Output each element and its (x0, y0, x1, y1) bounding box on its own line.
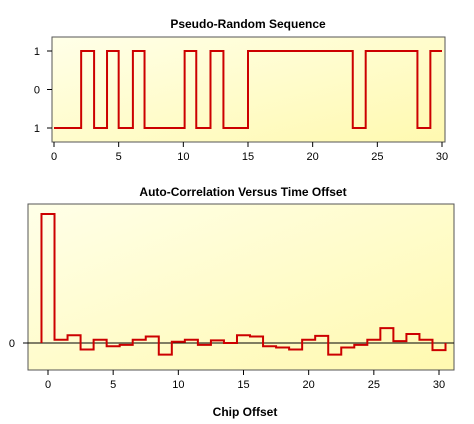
chart-bottom-y-ticks: 0 (9, 338, 28, 350)
x-tick-label: 15 (237, 379, 249, 391)
x-tick-label: 25 (371, 151, 383, 163)
chart-top-y-ticks: 1 0 1 (34, 46, 52, 135)
chart-top: Pseudo-Random Sequence 101 0 5 10 15 20 25 30 (34, 17, 448, 163)
y-tick-label: 0 (34, 85, 40, 97)
chart-bottom-x-ticks: 0 5 10 15 20 25 30 (45, 370, 445, 391)
x-tick-label: 10 (177, 151, 189, 163)
y-tick-label: 0 (9, 338, 15, 350)
x-tick-label: 30 (436, 151, 448, 163)
x-tick-label: 20 (307, 151, 319, 163)
autocorrelation-step-line (40, 213, 447, 356)
x-tick-label: 30 (433, 379, 445, 391)
chart-top-series (54, 50, 442, 129)
x-tick-label: 20 (303, 379, 315, 391)
chart-bottom-series (28, 213, 454, 356)
x-tick-label: 10 (172, 379, 184, 391)
chart-bottom: Auto-Correlation Versus Time Offset 0 0 5… (9, 185, 455, 419)
x-tick-label: 0 (51, 151, 57, 163)
x-tick-label: 0 (45, 379, 51, 391)
chart-bottom-title: Auto-Correlation Versus Time Offset (139, 185, 346, 199)
sequence-step-line (54, 50, 442, 129)
chart-bottom-plot-area (27, 203, 455, 371)
y-tick-label: 1 (34, 123, 40, 135)
chart-bottom-x-axis-label: Chip Offset (213, 405, 278, 419)
x-tick-label: 25 (368, 379, 380, 391)
chart-top-title: Pseudo-Random Sequence (170, 17, 326, 31)
chart-top-x-ticks: 0 5 10 15 20 25 30 (51, 142, 448, 163)
x-tick-label: 15 (242, 151, 254, 163)
x-tick-label: 5 (110, 379, 116, 391)
y-tick-label: 1 (34, 46, 40, 58)
x-tick-label: 5 (116, 151, 122, 163)
